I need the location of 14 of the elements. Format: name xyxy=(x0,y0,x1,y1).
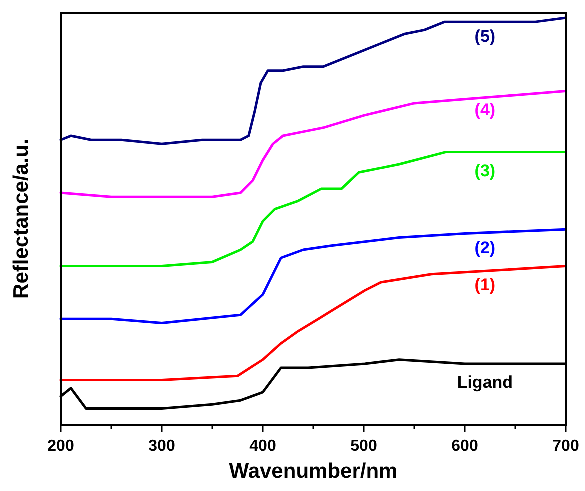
y-axis-title: Reflectance/a.u. xyxy=(10,139,33,299)
series-label: (2) xyxy=(474,238,496,258)
series-label: (4) xyxy=(474,100,496,120)
x-tick-label: 200 xyxy=(48,438,74,455)
x-axis-title: Wavenumber/nm xyxy=(229,460,398,483)
x-tick-label: 700 xyxy=(552,438,580,455)
series-label: (1) xyxy=(474,275,496,294)
x-tick-label: 600 xyxy=(452,438,478,455)
x-tick-label: 500 xyxy=(350,438,378,455)
series-label: Ligand xyxy=(457,372,514,392)
series-label: (3) xyxy=(474,161,496,180)
x-tick-label: 300 xyxy=(148,438,176,455)
x-tick-label: 400 xyxy=(250,438,276,455)
series-label: (5) xyxy=(474,27,496,46)
